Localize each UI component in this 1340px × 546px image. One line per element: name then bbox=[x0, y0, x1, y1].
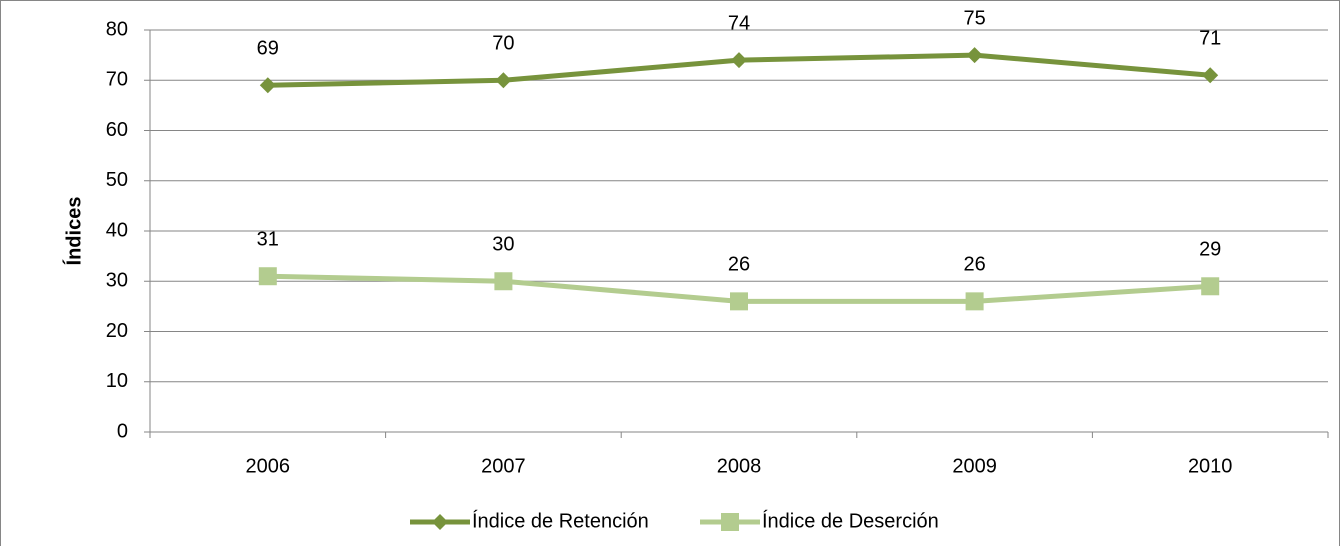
x-tick-label: 2009 bbox=[952, 455, 997, 477]
y-tick-label: 80 bbox=[106, 18, 128, 40]
x-tick-label: 2007 bbox=[481, 455, 526, 477]
marker bbox=[1202, 67, 1219, 84]
data-label: 29 bbox=[1199, 239, 1221, 261]
data-label: 74 bbox=[728, 12, 750, 34]
data-label: 26 bbox=[728, 254, 750, 276]
y-tick-label: 70 bbox=[106, 69, 128, 91]
x-tick-label: 2006 bbox=[246, 455, 291, 477]
legend-label: Índice de Deserción bbox=[762, 509, 939, 532]
y-tick-label: 20 bbox=[106, 320, 128, 342]
marker bbox=[432, 514, 448, 530]
y-tick-label: 40 bbox=[106, 219, 128, 241]
data-label: 69 bbox=[257, 38, 279, 60]
y-tick-label: 30 bbox=[106, 270, 128, 292]
data-label: 75 bbox=[963, 7, 985, 29]
marker bbox=[965, 292, 984, 311]
marker bbox=[966, 47, 983, 64]
y-tick-label: 0 bbox=[117, 420, 128, 442]
x-tick-label: 2008 bbox=[717, 455, 762, 477]
marker bbox=[494, 272, 513, 291]
y-axis-label: Índices bbox=[62, 197, 85, 266]
x-tick-label: 2010 bbox=[1188, 455, 1233, 477]
data-label: 31 bbox=[257, 229, 279, 251]
y-tick-label: 10 bbox=[106, 370, 128, 392]
marker bbox=[730, 292, 748, 311]
marker bbox=[731, 52, 747, 69]
data-label: 26 bbox=[963, 254, 985, 276]
y-tick-label: 50 bbox=[106, 169, 128, 191]
data-label: 71 bbox=[1199, 28, 1221, 50]
marker bbox=[259, 77, 276, 94]
legend-label: Índice de Retención bbox=[472, 509, 649, 532]
marker bbox=[721, 513, 739, 531]
data-label: 70 bbox=[492, 33, 514, 55]
marker bbox=[495, 72, 512, 89]
marker bbox=[258, 267, 277, 286]
marker bbox=[1201, 277, 1220, 296]
data-label: 30 bbox=[492, 234, 514, 256]
y-tick-label: 60 bbox=[106, 119, 128, 141]
